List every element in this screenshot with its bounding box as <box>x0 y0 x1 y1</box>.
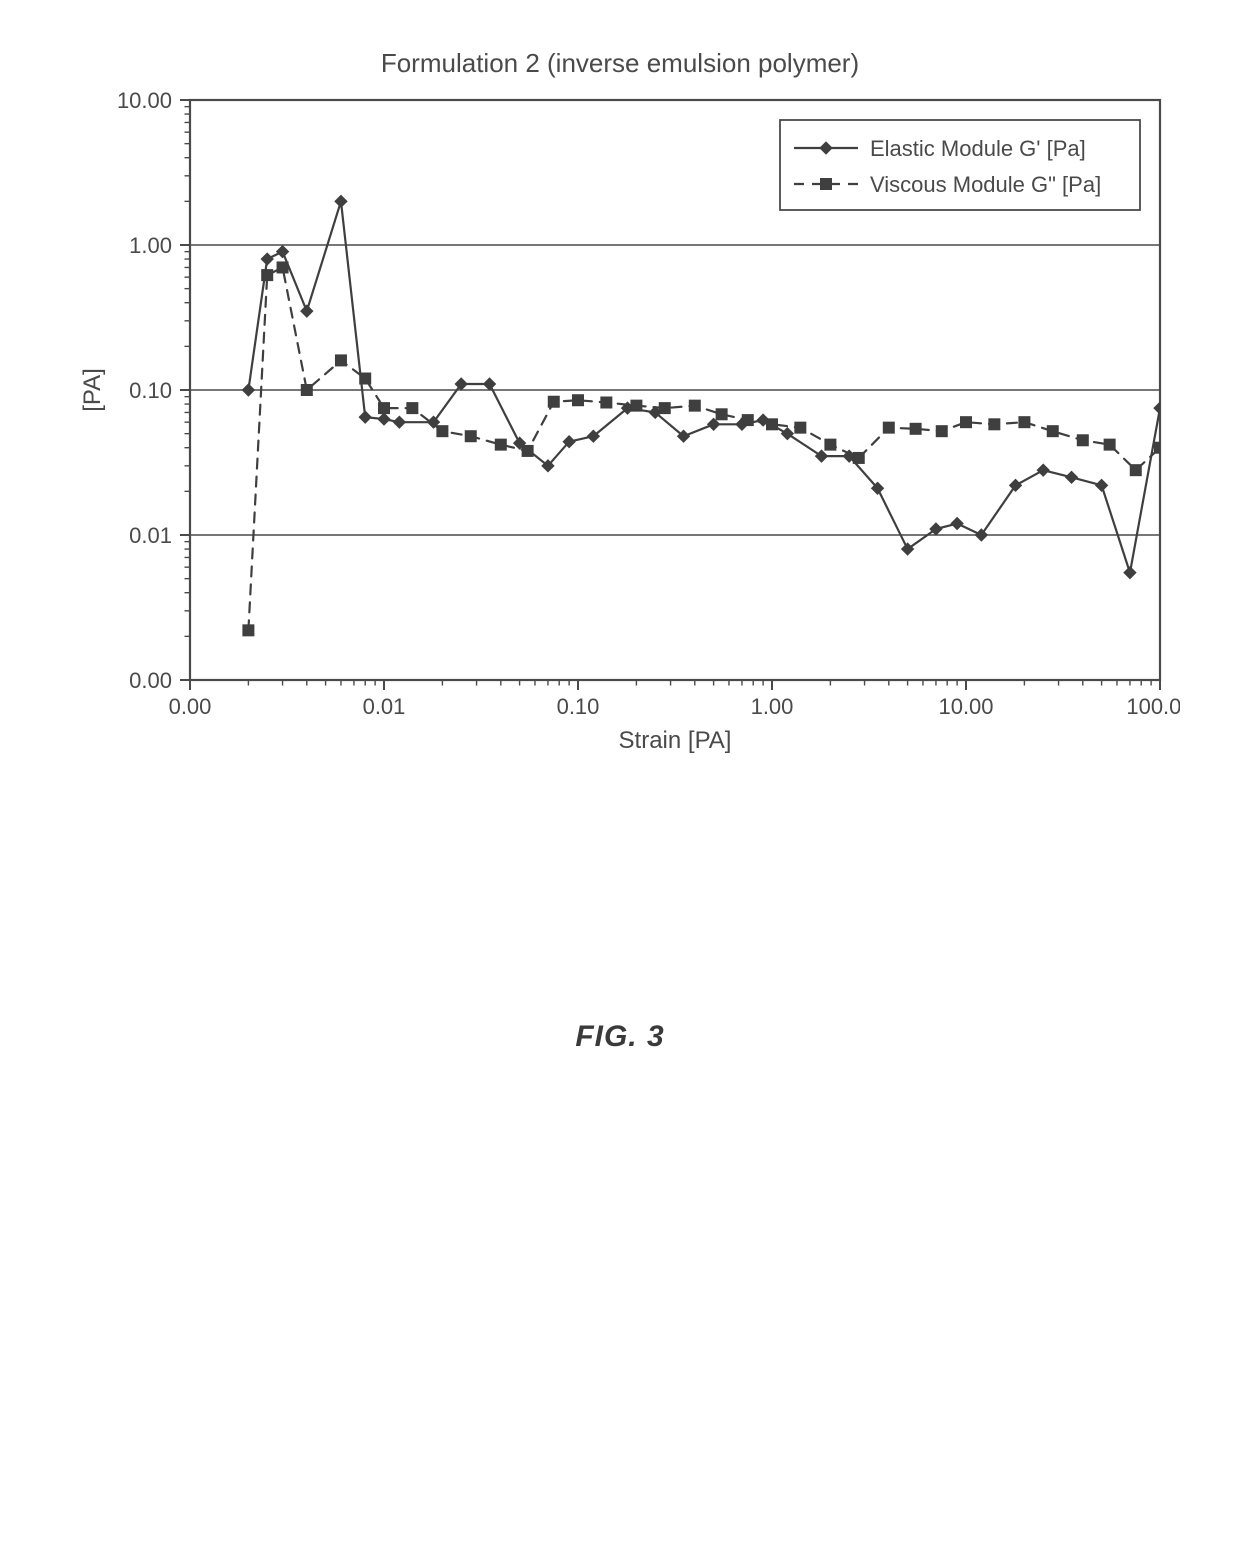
svg-text:10.00: 10.00 <box>938 694 993 719</box>
svg-text:Strain [PA]: Strain [PA] <box>619 727 732 754</box>
svg-text:1.00: 1.00 <box>751 694 794 719</box>
svg-text:0.00: 0.00 <box>169 694 212 719</box>
svg-text:Elastic Module G' [Pa]: Elastic Module G' [Pa] <box>870 136 1086 161</box>
rheology-chart: 0.00 0.01 0.10 1.00 10.00 100.00 0.00 0.01 0.10 1… <box>60 90 1180 770</box>
svg-text:100.00: 100.00 <box>1126 694 1180 719</box>
svg-text:0.10: 0.10 <box>557 694 600 719</box>
svg-text:Viscous Module G" [Pa]: Viscous Module G" [Pa] <box>870 172 1101 197</box>
svg-text:[PA]: [PA] <box>79 368 106 412</box>
svg-text:10.00: 10.00 <box>117 90 172 113</box>
svg-text:0.01: 0.01 <box>129 523 172 548</box>
figure-caption: FIG. 3 <box>0 1020 1240 1054</box>
page: Formulation 2 (inverse emulsion polymer)… <box>0 0 1240 1560</box>
svg-text:0.10: 0.10 <box>129 378 172 403</box>
svg-text:0.00: 0.00 <box>129 668 172 693</box>
svg-text:1.00: 1.00 <box>129 233 172 258</box>
chart-title: Formulation 2 (inverse emulsion polymer) <box>0 48 1240 79</box>
svg-text:0.01: 0.01 <box>363 694 406 719</box>
